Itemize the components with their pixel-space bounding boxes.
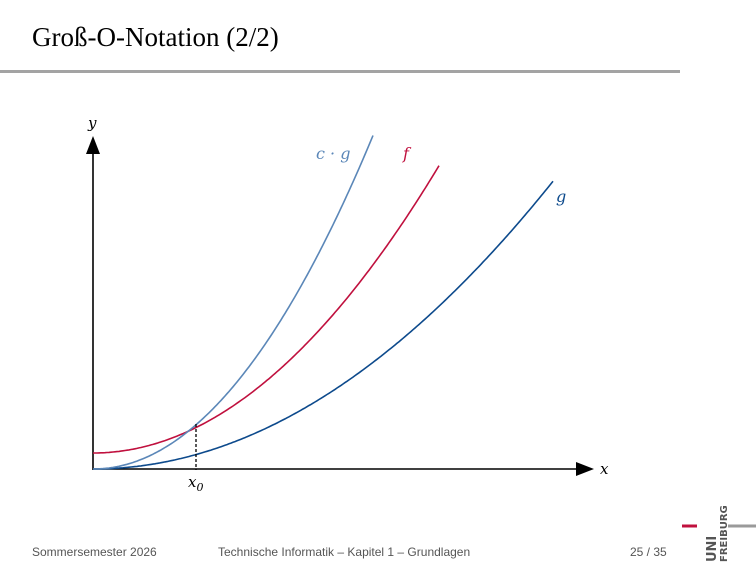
y-axis-label: y (87, 114, 97, 132)
curve-f (93, 165, 440, 454)
curve-c-times-g-label: c · g (316, 144, 350, 163)
x0-label-subscript: 0 (196, 481, 203, 494)
uni-freiburg-logo: UNI FREIBURG (682, 505, 756, 562)
curve-f-label: f (402, 144, 412, 163)
footer-semester: Sommersemester 2026 (32, 545, 157, 559)
x-axis-arrow (576, 462, 594, 476)
x0-label-main: x (188, 473, 197, 491)
x0-label: x0 (188, 473, 203, 494)
logo-text-freiburg: FREIBURG (719, 505, 730, 562)
curve-g (93, 180, 554, 470)
title-divider (0, 70, 680, 73)
footer-course: Technische Informatik – Kapitel 1 – Grun… (218, 545, 471, 559)
footer-page-number: 25 / 35 (630, 545, 667, 559)
x-axis-label: x (600, 460, 609, 478)
y-axis-arrow (86, 136, 100, 154)
curve-c-times-g (93, 135, 374, 470)
logo-text-uni: UNI (705, 536, 720, 562)
curve-g-label: g (556, 187, 566, 206)
slide-title: Groß-O-Notation (2/2) (32, 22, 279, 52)
